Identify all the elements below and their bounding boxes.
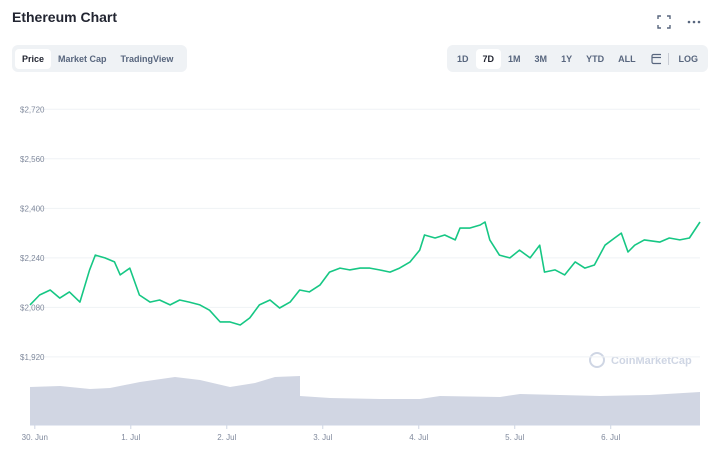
range-button[interactable]: ALL <box>618 53 636 64</box>
range-button[interactable]: YTD <box>586 53 605 64</box>
x-tick-label: 6. Jul <box>601 433 620 442</box>
calendar-icon[interactable] <box>649 53 661 65</box>
range-button[interactable]: 1D <box>457 53 469 64</box>
separator <box>667 52 669 65</box>
x-tick-label: 1. Jul <box>121 433 140 442</box>
y-tick-label: $2,080 <box>20 303 45 312</box>
watermark-text: CoinMarketCap <box>611 355 692 367</box>
range-group: 1D 7D 1M 3M 1Y YTD ALL LOG <box>447 45 708 72</box>
tab-button[interactable]: Market Cap <box>58 53 107 64</box>
range-button[interactable]: 7D <box>475 48 502 69</box>
y-tick-label: $2,400 <box>20 204 45 213</box>
tab-button[interactable]: TradingView <box>120 53 174 64</box>
range-button[interactable]: 1Y <box>561 53 573 64</box>
y-tick-label: $2,240 <box>20 254 45 263</box>
range-button[interactable]: 3M <box>534 53 548 64</box>
tab-group: Price Market Cap TradingView <box>12 45 187 72</box>
y-tick-label: $1,920 <box>20 353 45 362</box>
volume-area <box>30 376 700 425</box>
y-tick-label: $2,560 <box>20 155 45 164</box>
x-tick-label: 4. Jul <box>409 433 428 442</box>
range-button[interactable]: 1M <box>508 53 521 64</box>
x-tick-label: 3. Jul <box>313 433 332 442</box>
watermark: CoinMarketCap <box>589 352 692 368</box>
x-tick-label: 30. Jun <box>22 433 48 442</box>
y-tick-label: $2,720 <box>20 105 45 114</box>
x-tick-label: 5. Jul <box>505 433 524 442</box>
x-tick-label: 2. Jul <box>217 433 236 442</box>
tab-button[interactable]: Price <box>15 48 52 69</box>
price-line <box>29 221 701 326</box>
more-icon[interactable] <box>686 15 702 29</box>
page-title: Ethereum Chart <box>12 9 118 25</box>
fullscreen-icon[interactable] <box>657 15 671 29</box>
log-button[interactable]: LOG <box>678 53 699 64</box>
